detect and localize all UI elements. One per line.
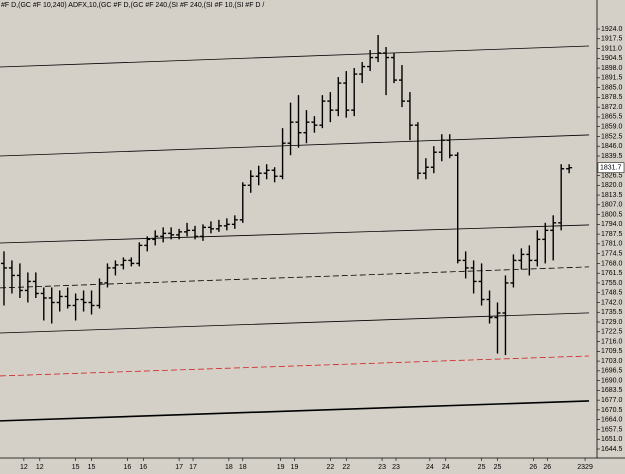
y-tick-label: 1735.5 (601, 309, 623, 316)
x-tick-label: 26 (543, 464, 551, 471)
y-tick-label: 1768.0 (601, 260, 623, 267)
y-tick-label: 1703.0 (601, 358, 623, 365)
y-tick-label: 1807.0 (601, 202, 623, 209)
y-tick-label: 1872.0 (601, 104, 623, 111)
y-tick-label: 1742.0 (601, 299, 623, 306)
x-tick-label: 12 (20, 464, 28, 471)
x-tick-label: 23 (378, 464, 386, 471)
y-tick-label: 1898.0 (601, 65, 623, 72)
last-price-label: 1831.7 (600, 165, 622, 172)
y-tick-label: 1657.5 (601, 426, 623, 433)
x-tick-label: 19 (277, 464, 285, 471)
last-price-box (597, 162, 625, 173)
y-tick-label: 1709.5 (601, 348, 623, 355)
x-tick-label: 18 (239, 464, 247, 471)
y-tick-label: 1787.5 (601, 231, 623, 238)
y-tick-label: 1761.5 (601, 270, 623, 277)
y-tick-label: 1677.0 (601, 397, 623, 404)
y-tick-label: 1911.0 (601, 45, 622, 52)
x-tick-label: 17 (175, 464, 183, 471)
x-tick-label: 19 (291, 464, 299, 471)
x-tick-label: 18 (225, 464, 233, 471)
x-tick-label: 25 (494, 464, 502, 471)
y-tick-label: 1683.5 (601, 387, 623, 394)
y-tick-label: 1755.0 (601, 280, 623, 287)
y-tick-label: 1800.5 (601, 211, 623, 218)
x-tick-label: 16 (123, 464, 131, 471)
trend-line (0, 312, 590, 334)
y-tick-label: 1748.5 (601, 290, 623, 297)
y-tick-label: 1722.5 (601, 329, 623, 336)
x-tick-label: 22 (326, 464, 334, 471)
y-tick-label: 1664.0 (601, 417, 623, 424)
y-tick-label: 1865.5 (601, 114, 623, 121)
x-tick-label: 12 (36, 464, 44, 471)
trend-line (0, 134, 590, 157)
x-tick-label: 16 (139, 464, 147, 471)
x-tick-label: 15 (72, 464, 80, 471)
y-tick-label: 1651.0 (601, 436, 623, 443)
y-tick-label: 1670.5 (601, 407, 623, 414)
y-tick-label: 1839.5 (601, 153, 623, 160)
trend-line (0, 266, 590, 289)
y-tick-label: 1852.5 (601, 133, 623, 140)
y-tick-label: 1885.0 (601, 84, 623, 91)
y-tick-label: 1774.5 (601, 250, 623, 257)
y-tick-label: 1904.5 (601, 55, 623, 62)
x-tick-label: 25 (478, 464, 486, 471)
trend-line (0, 45, 590, 68)
y-tick-label: 1781.0 (601, 241, 623, 248)
y-tick-label: 1924.0 (601, 26, 623, 33)
trend-line (0, 224, 590, 244)
x-tick-label: 15 (88, 464, 96, 471)
trend-line (0, 400, 590, 422)
x-tick-label: 17 (189, 464, 197, 471)
y-tick-label: 1729.0 (601, 319, 623, 326)
chart-header: #F D,(GC #F 10,240) ADFX,10,(GC #F D,(GC… (1, 2, 264, 9)
x-tick-label: 24 (442, 464, 450, 471)
y-tick-label: 1644.5 (601, 446, 623, 453)
y-tick-label: 1813.5 (601, 192, 623, 199)
y-tick-label: 1826.5 (601, 172, 623, 179)
x-tick-label: 26 (529, 464, 537, 471)
y-tick-label: 1846.0 (601, 143, 623, 150)
y-tick-label: 1794.0 (601, 221, 623, 228)
y-tick-label: 1891.5 (601, 75, 623, 82)
x-tick-label: 24 (426, 464, 434, 471)
y-tick-label: 1696.5 (601, 368, 623, 375)
y-tick-label: 1917.5 (601, 36, 623, 43)
x-tick-label: 2329 (577, 464, 593, 471)
y-tick-label: 1878.5 (601, 94, 623, 101)
x-tick-label: 22 (342, 464, 350, 471)
y-tick-label: 1820.0 (601, 182, 623, 189)
x-tick-label: 23 (392, 464, 400, 471)
y-tick-label: 1690.0 (601, 377, 623, 384)
y-tick-label: 1859.0 (601, 124, 623, 131)
y-tick-label: 1716.0 (601, 338, 623, 345)
trend-line (0, 355, 590, 377)
